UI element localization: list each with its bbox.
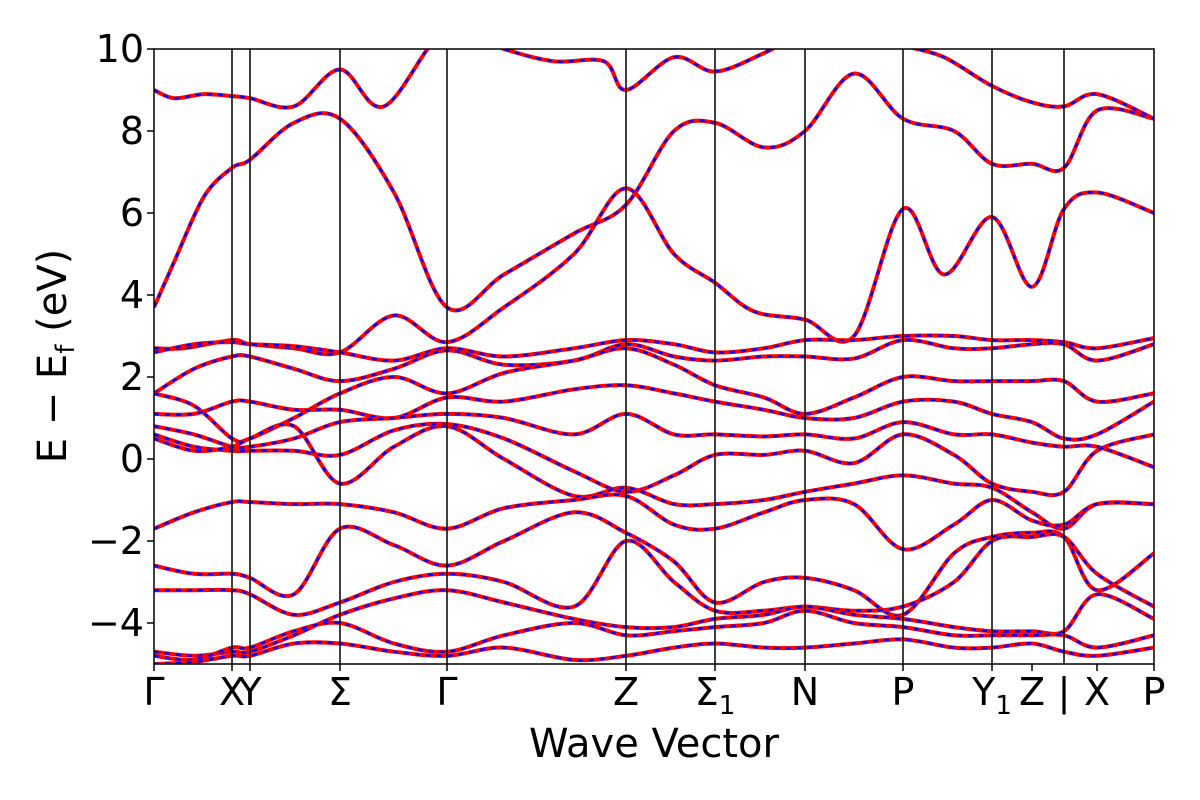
y-tick-label: 8 (120, 109, 144, 153)
plot-frame (153, 48, 1155, 665)
y-tick-label: 4 (120, 273, 144, 317)
y-tick-label: 2 (120, 355, 144, 399)
y-axis-title-sub: f (51, 344, 81, 354)
x-tick-label: Σ1 (695, 670, 736, 721)
band-line-overlay-9 (154, 493, 1154, 551)
x-tick-label: P (892, 670, 915, 714)
band-line-overlay-12 (154, 588, 1154, 658)
x-tick-label: Z (613, 670, 639, 714)
band-line-3 (154, 337, 1154, 396)
band-line-overlay-4 (154, 347, 1154, 444)
band-line-1 (154, 186, 1154, 357)
band-line-15 (154, 49, 1154, 121)
y-tick-label: 10 (96, 27, 144, 71)
bands-layer (154, 49, 1154, 664)
y-axis-title-unit: (eV) (30, 249, 76, 345)
band-line-4 (154, 346, 1154, 444)
x-tick-label: Z (1019, 670, 1045, 714)
y-axis-ticks: 10 8 6 4 2 0 −2 −4 (88, 27, 154, 645)
band-line-9 (154, 492, 1154, 552)
band-line-2 (154, 333, 1154, 363)
y-axis-title: E − Ef (eV) (30, 249, 81, 464)
high-symmetry-lines (231, 49, 1065, 664)
band-line-0 (154, 71, 1154, 313)
band-line-14 (154, 637, 1154, 664)
band-line-11 (154, 532, 1154, 617)
band-line-overlay-5 (154, 383, 1154, 441)
band-line-overlay-0 (154, 72, 1154, 312)
y-tick-label: −2 (88, 519, 144, 563)
band-line-overlay-1 (154, 187, 1154, 356)
x-tick-label: X (1084, 670, 1110, 714)
band-line-overlay-10 (154, 511, 1154, 618)
x-tick-label: N (791, 670, 819, 714)
x-tick-label: Σ (328, 670, 352, 714)
band-line-overlay-6 (154, 412, 1154, 469)
x-axis-ticks: Γ XY Σ Γ Z Σ1 N P Y1 Z | X P (143, 664, 1165, 721)
x-tick-label: Γ (436, 670, 457, 714)
band-line-overlay-13 (154, 609, 1154, 662)
x-tick-label: P (1143, 670, 1166, 714)
band-line-6 (154, 411, 1154, 470)
x-tick-label: Y (237, 670, 262, 714)
x-tick-label: Γ (143, 670, 164, 714)
x-tick-label: Y1 (971, 670, 1012, 721)
y-tick-label: −4 (88, 601, 144, 645)
band-line-overlay-8 (154, 423, 1154, 530)
x-axis-title: Wave Vector (529, 721, 780, 767)
band-line-10 (154, 510, 1154, 618)
x-tick-label: | (1058, 670, 1071, 715)
x-tick-label: X (219, 670, 245, 714)
y-axis-title-main: E − E (30, 354, 76, 464)
band-line-overlay-7 (154, 422, 1154, 497)
y-tick-label: 6 (120, 191, 144, 235)
y-tick-label: 0 (120, 437, 144, 481)
